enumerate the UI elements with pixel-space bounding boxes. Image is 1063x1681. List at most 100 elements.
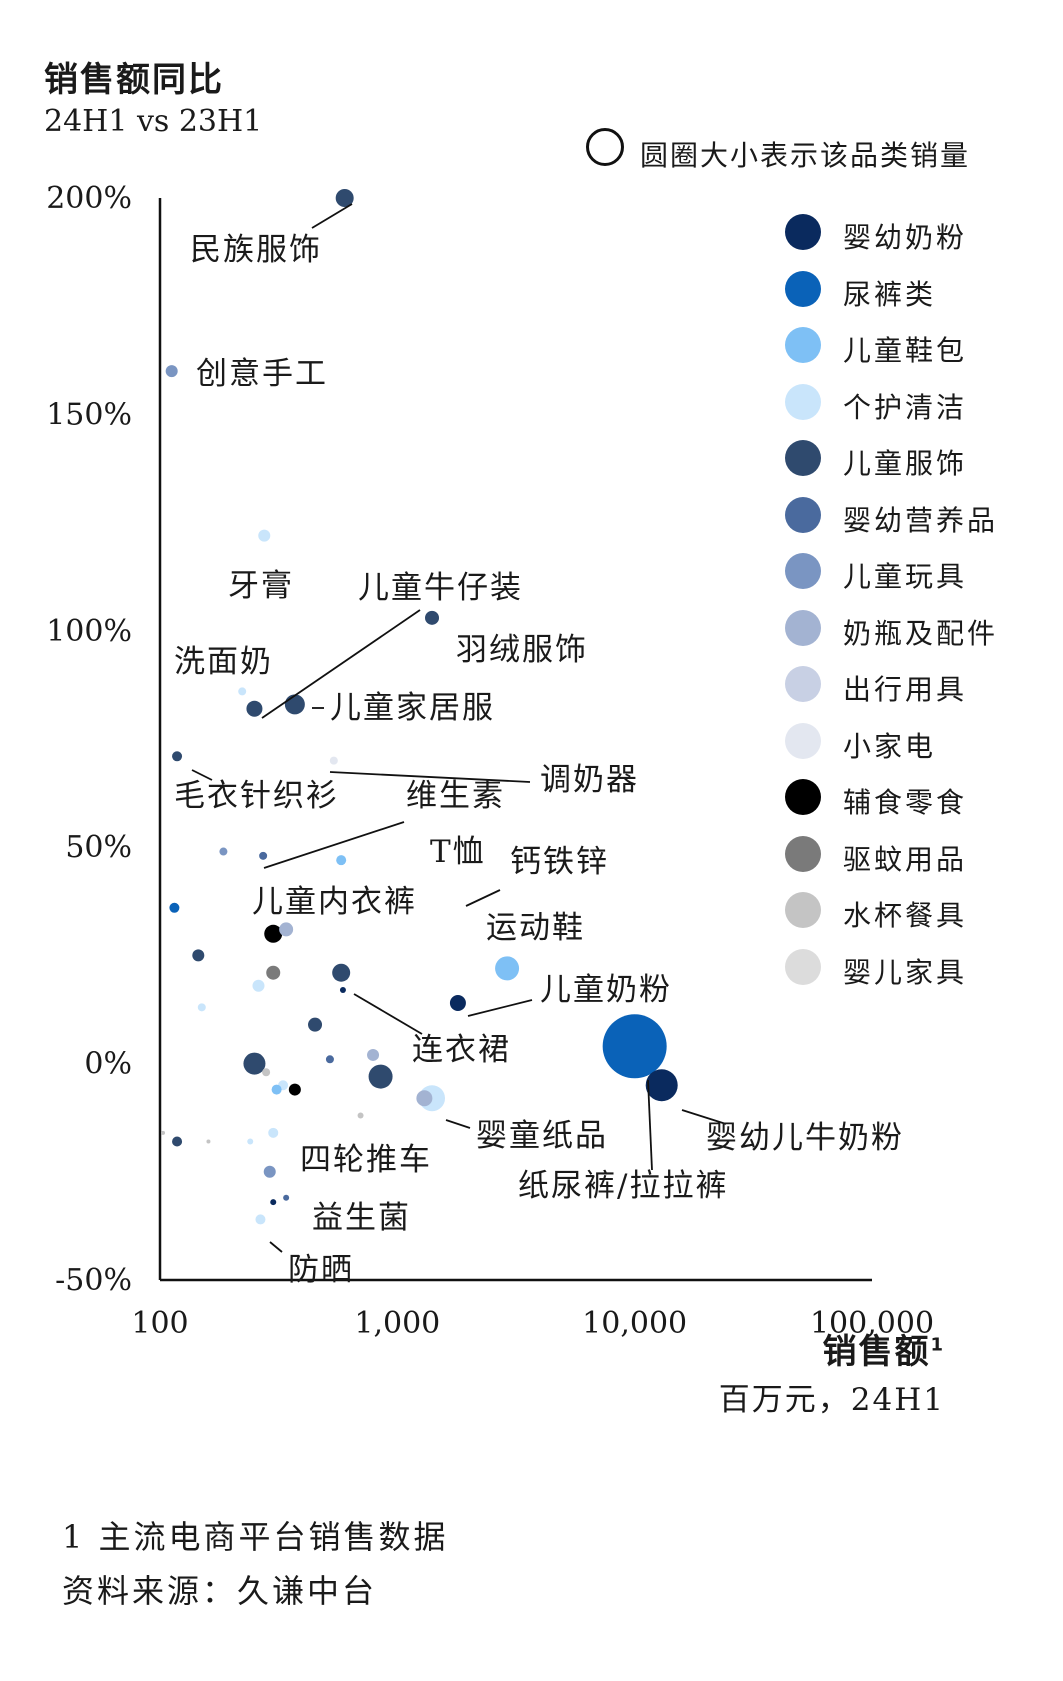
point-annotation: 民族服饰 bbox=[190, 232, 322, 268]
point-annotation: 儿童牛仔装 bbox=[358, 570, 523, 606]
annotation-leader-line bbox=[269, 1241, 283, 1253]
legend-label: 婴幼营养品 bbox=[843, 503, 999, 537]
data-point bbox=[270, 1199, 277, 1206]
point-annotation: 纸尿裤/拉拉裤 bbox=[518, 1168, 728, 1204]
y-tick-label: 50% bbox=[65, 830, 132, 865]
point-annotation: 防晒 bbox=[288, 1252, 354, 1288]
legend-swatch bbox=[785, 779, 821, 815]
point-annotation: 创意手工 bbox=[196, 356, 328, 392]
point-annotation: 儿童内衣裤 bbox=[252, 884, 417, 920]
data-point bbox=[357, 1112, 364, 1119]
point-annotation: 牙膏 bbox=[228, 568, 294, 604]
legend-label: 尿裤类 bbox=[843, 277, 937, 311]
legend-item: 小家电 bbox=[785, 722, 1025, 763]
x-axis-title-footnote-mark: 1 bbox=[930, 1334, 945, 1356]
point-annotation: T恤 bbox=[430, 834, 486, 870]
annotation-leader-line bbox=[445, 1119, 471, 1129]
data-point bbox=[246, 700, 263, 717]
annotation-leader-line bbox=[263, 821, 405, 869]
legend-item: 儿童玩具 bbox=[785, 553, 1025, 593]
size-legend-icon bbox=[586, 128, 624, 166]
legend-swatch bbox=[785, 892, 821, 928]
data-point bbox=[255, 1214, 266, 1225]
legend-label: 儿童服饰 bbox=[843, 447, 968, 480]
point-annotation: 儿童奶粉 bbox=[540, 972, 672, 1008]
data-point bbox=[169, 902, 180, 913]
legend-item: 婴幼奶粉 bbox=[785, 214, 1025, 254]
data-point bbox=[266, 965, 281, 980]
x-axis-unit: 百万元，24H1 bbox=[718, 1382, 945, 1418]
point-annotation: 维生素 bbox=[406, 778, 505, 814]
legend-item: 尿裤类 bbox=[785, 270, 1025, 311]
x-tick-label: 100 bbox=[131, 1306, 188, 1341]
data-point bbox=[258, 529, 271, 542]
data-point bbox=[172, 1136, 183, 1147]
legend-label: 儿童鞋包 bbox=[843, 334, 968, 367]
data-point bbox=[325, 1055, 334, 1064]
data-point bbox=[268, 1127, 279, 1138]
data-point bbox=[247, 1138, 254, 1145]
data-point bbox=[283, 1194, 290, 1201]
legend-item: 婴幼营养品 bbox=[785, 496, 1025, 537]
legend-label: 儿童玩具 bbox=[843, 560, 968, 593]
chart-title: 销售额同比 bbox=[44, 60, 224, 100]
legend-swatch bbox=[785, 327, 821, 363]
y-tick-label: 150% bbox=[46, 397, 132, 432]
size-legend-note: 圆圈大小表示该品类销量 bbox=[640, 139, 971, 172]
legend-swatch bbox=[785, 553, 821, 589]
point-annotation: 婴幼儿牛奶粉 bbox=[706, 1120, 904, 1156]
legend-swatch bbox=[785, 496, 821, 533]
legend-item: 驱蚊用品 bbox=[785, 835, 1025, 876]
legend-swatch bbox=[785, 835, 821, 872]
point-annotation: 益生菌 bbox=[312, 1200, 411, 1236]
point-annotation: 运动鞋 bbox=[486, 910, 585, 946]
legend-swatch bbox=[785, 440, 821, 476]
point-annotation: 婴童纸品 bbox=[476, 1118, 608, 1154]
y-tick-label: -50% bbox=[55, 1263, 132, 1298]
annotation-leader-line bbox=[261, 609, 421, 719]
legend-item: 奶瓶及配件 bbox=[785, 609, 1025, 650]
annotation-leader-line bbox=[311, 203, 353, 229]
annotation-leader-line bbox=[353, 993, 423, 1035]
legend-label: 婴儿家具 bbox=[843, 955, 968, 989]
data-point bbox=[252, 979, 265, 992]
data-point bbox=[425, 610, 440, 625]
source-note: 资料来源：久谦中台 bbox=[62, 1572, 378, 1610]
point-annotation: 洗面奶 bbox=[174, 644, 273, 680]
data-point bbox=[602, 1014, 667, 1079]
data-point bbox=[416, 1090, 433, 1107]
data-point bbox=[279, 922, 294, 937]
legend-swatch bbox=[785, 948, 821, 985]
legend-swatch bbox=[785, 270, 821, 307]
point-annotation: 调奶器 bbox=[540, 762, 639, 798]
legend-swatch bbox=[785, 609, 821, 646]
data-point bbox=[332, 963, 351, 982]
annotation-leader-line bbox=[465, 889, 501, 907]
y-tick-label: 0% bbox=[84, 1047, 132, 1082]
legend-item: 儿童服饰 bbox=[785, 440, 1025, 480]
legend-swatch bbox=[785, 666, 821, 702]
annotation-leader-line bbox=[329, 771, 531, 783]
data-point bbox=[336, 855, 347, 866]
y-tick-label: 200% bbox=[46, 181, 132, 216]
data-point bbox=[238, 687, 247, 696]
data-point bbox=[165, 365, 178, 378]
data-point bbox=[172, 751, 183, 762]
annotation-leader-line bbox=[681, 1109, 727, 1125]
x-tick-label: 10,000 bbox=[582, 1306, 687, 1341]
y-tick-label: 100% bbox=[46, 614, 132, 649]
legend-item: 出行用具 bbox=[785, 666, 1025, 706]
data-point bbox=[449, 995, 466, 1012]
legend-item: 儿童鞋包 bbox=[785, 327, 1025, 367]
data-point bbox=[335, 189, 354, 207]
data-point bbox=[284, 694, 305, 715]
legend-item: 辅食零食 bbox=[785, 779, 1025, 819]
legend-label: 婴幼奶粉 bbox=[843, 221, 968, 254]
data-point bbox=[243, 1052, 266, 1075]
data-point bbox=[308, 1017, 323, 1032]
x-axis-title-text: 销售额 bbox=[822, 1332, 931, 1372]
data-point bbox=[271, 1084, 282, 1095]
data-point bbox=[206, 1139, 211, 1144]
legend-swatch bbox=[785, 722, 821, 759]
